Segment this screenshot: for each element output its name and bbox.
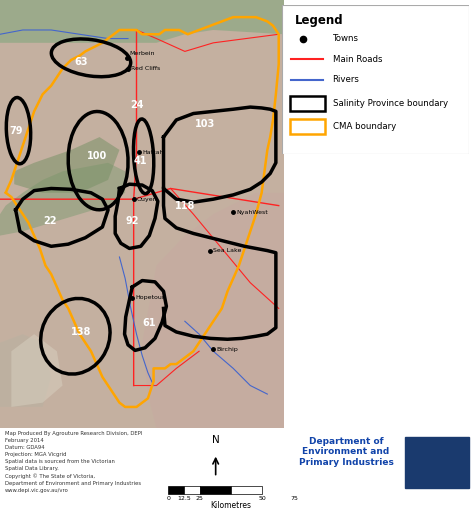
- Text: Kilometres: Kilometres: [210, 501, 252, 509]
- Text: CMA boundary: CMA boundary: [333, 122, 396, 131]
- Text: 118: 118: [175, 201, 195, 211]
- Text: Salinity Province boundary: Salinity Province boundary: [333, 99, 448, 108]
- Polygon shape: [142, 193, 284, 428]
- Bar: [184, 486, 200, 495]
- Polygon shape: [14, 137, 119, 193]
- Text: Victoria: Victoria: [424, 459, 450, 465]
- Text: 61: 61: [143, 319, 156, 328]
- Text: 75: 75: [290, 496, 298, 501]
- Bar: [405, 437, 469, 487]
- Text: 138: 138: [71, 327, 91, 337]
- Text: 103: 103: [195, 119, 215, 129]
- Text: 41: 41: [134, 155, 147, 166]
- Text: 24: 24: [130, 100, 143, 110]
- Text: Towns: Towns: [333, 34, 359, 43]
- Text: Hattah: Hattah: [142, 150, 164, 154]
- Text: Hopetoun: Hopetoun: [135, 295, 166, 300]
- Text: Sea Lake: Sea Lake: [213, 248, 242, 253]
- Bar: [200, 486, 231, 495]
- Text: Legend: Legend: [295, 14, 344, 27]
- Text: Red Cliffs: Red Cliffs: [131, 66, 160, 71]
- Text: 79: 79: [10, 126, 23, 135]
- Bar: [231, 486, 263, 495]
- Polygon shape: [0, 0, 284, 43]
- Text: 92: 92: [126, 215, 139, 226]
- Polygon shape: [11, 334, 63, 407]
- Text: 0: 0: [166, 496, 170, 501]
- Bar: [290, 119, 325, 134]
- Text: 50: 50: [259, 496, 266, 501]
- Text: NyahWest: NyahWest: [236, 209, 268, 214]
- Text: Birchip: Birchip: [216, 347, 238, 351]
- Text: Rivers: Rivers: [333, 75, 359, 84]
- Text: N: N: [212, 436, 219, 445]
- Bar: [168, 486, 184, 495]
- Bar: [290, 96, 325, 111]
- Text: Main Roads: Main Roads: [333, 55, 382, 64]
- Text: Map Produced By Agrouture Research Division, DEPI
February 2014
Datum: GDA94
Pro: Map Produced By Agrouture Research Divis…: [5, 431, 142, 493]
- Text: 25: 25: [196, 496, 204, 501]
- Text: Ouyen: Ouyen: [137, 196, 157, 202]
- Text: Merbein: Merbein: [129, 51, 155, 56]
- Text: 12.5: 12.5: [177, 496, 191, 501]
- Text: 100: 100: [87, 151, 107, 162]
- Text: 63: 63: [74, 57, 88, 67]
- Text: 22: 22: [43, 215, 56, 226]
- Polygon shape: [0, 163, 125, 235]
- Text: Department of
Environment and
Primary Industries: Department of Environment and Primary In…: [299, 437, 393, 467]
- Polygon shape: [0, 334, 51, 407]
